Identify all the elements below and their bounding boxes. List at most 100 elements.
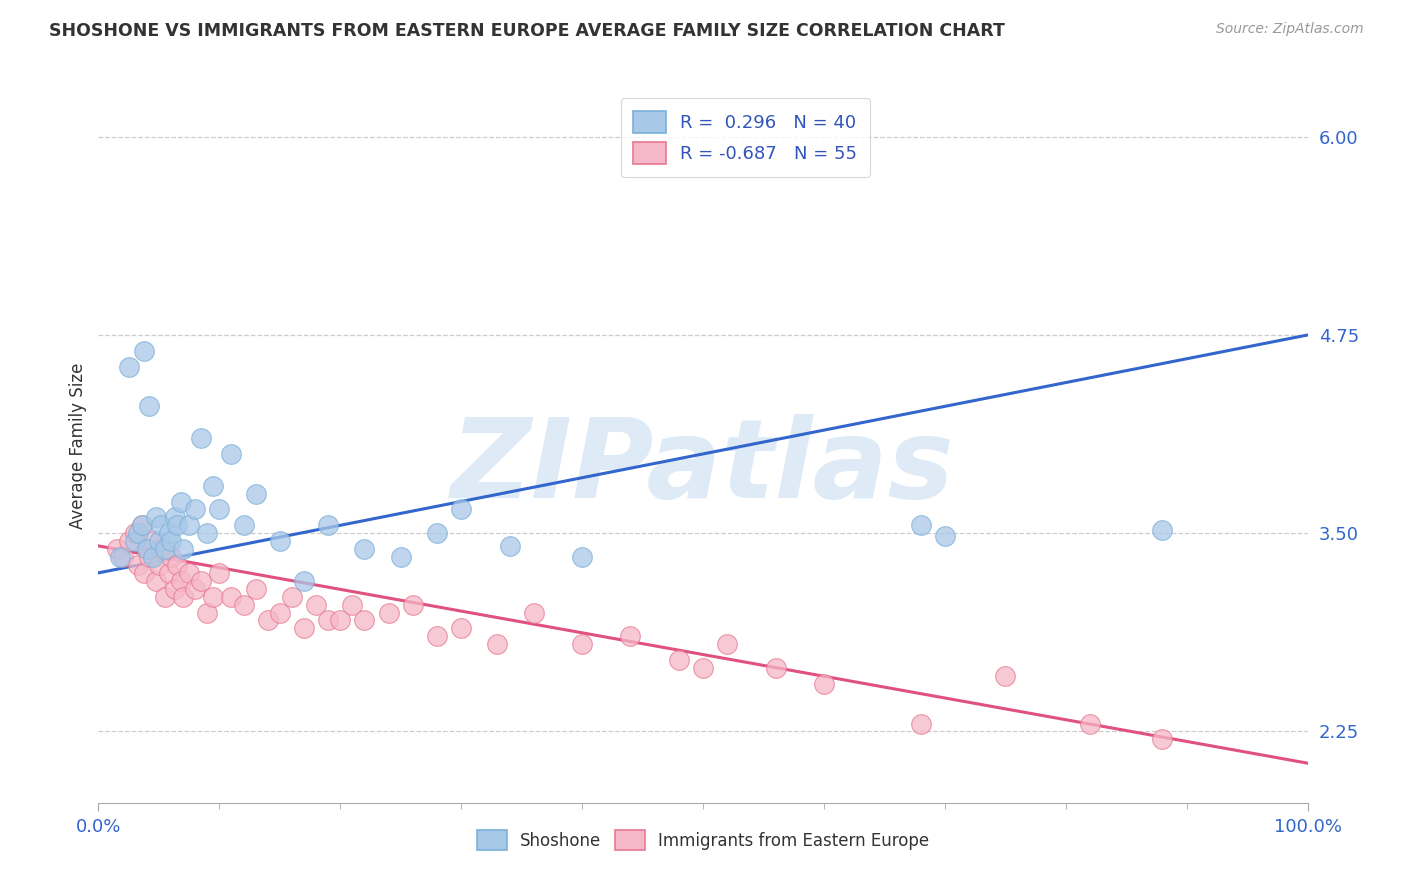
Point	[150, 518, 173, 533]
Point	[142, 534, 165, 549]
Point	[316, 614, 339, 628]
Point	[118, 359, 141, 374]
Point	[131, 518, 153, 533]
Point	[202, 478, 225, 492]
Point	[208, 566, 231, 580]
Point	[619, 629, 641, 643]
Point	[353, 542, 375, 557]
Point	[426, 629, 449, 643]
Point	[163, 582, 186, 596]
Point	[571, 637, 593, 651]
Point	[910, 518, 932, 533]
Point	[571, 549, 593, 564]
Point	[118, 534, 141, 549]
Point	[389, 549, 412, 564]
Point	[124, 534, 146, 549]
Point	[166, 518, 188, 533]
Point	[353, 614, 375, 628]
Legend: Shoshone, Immigrants from Eastern Europe: Shoshone, Immigrants from Eastern Europe	[468, 822, 938, 859]
Point	[135, 542, 157, 557]
Point	[145, 510, 167, 524]
Point	[377, 606, 399, 620]
Point	[668, 653, 690, 667]
Point	[134, 566, 156, 580]
Point	[148, 558, 170, 572]
Point	[269, 534, 291, 549]
Point	[342, 598, 364, 612]
Point	[256, 614, 278, 628]
Point	[160, 534, 183, 549]
Point	[142, 549, 165, 564]
Point	[111, 549, 134, 564]
Point	[994, 669, 1017, 683]
Point	[190, 431, 212, 445]
Point	[202, 590, 225, 604]
Point	[135, 542, 157, 557]
Point	[281, 590, 304, 604]
Point	[157, 566, 180, 580]
Point	[232, 518, 254, 533]
Point	[190, 574, 212, 588]
Text: Source: ZipAtlas.com: Source: ZipAtlas.com	[1216, 22, 1364, 37]
Point	[1152, 732, 1174, 747]
Point	[124, 526, 146, 541]
Point	[150, 542, 173, 557]
Text: ZIPatlas: ZIPatlas	[451, 414, 955, 521]
Point	[195, 606, 218, 620]
Point	[169, 574, 191, 588]
Point	[305, 598, 328, 612]
Point	[157, 526, 180, 541]
Point	[329, 614, 352, 628]
Point	[127, 558, 149, 572]
Point	[292, 574, 315, 588]
Point	[166, 558, 188, 572]
Point	[316, 518, 339, 533]
Point	[426, 526, 449, 541]
Point	[105, 542, 128, 557]
Y-axis label: Average Family Size: Average Family Size	[69, 363, 87, 529]
Point	[179, 566, 201, 580]
Point	[163, 510, 186, 524]
Point	[145, 574, 167, 588]
Point	[134, 343, 156, 358]
Point	[692, 661, 714, 675]
Point	[269, 606, 291, 620]
Point	[934, 529, 956, 543]
Point	[910, 716, 932, 731]
Point	[486, 637, 509, 651]
Point	[232, 598, 254, 612]
Point	[716, 637, 738, 651]
Point	[172, 542, 194, 557]
Point	[138, 400, 160, 414]
Point	[195, 526, 218, 541]
Point	[184, 502, 207, 516]
Point	[450, 621, 472, 635]
Point	[498, 539, 520, 553]
Point	[1152, 523, 1174, 537]
Point	[148, 534, 170, 549]
Point	[131, 518, 153, 533]
Point	[169, 494, 191, 508]
Point	[160, 549, 183, 564]
Point	[127, 526, 149, 541]
Point	[765, 661, 787, 675]
Point	[402, 598, 425, 612]
Point	[172, 590, 194, 604]
Point	[138, 549, 160, 564]
Point	[813, 677, 835, 691]
Point	[1078, 716, 1101, 731]
Point	[184, 582, 207, 596]
Point	[208, 502, 231, 516]
Point	[245, 486, 267, 500]
Point	[153, 590, 176, 604]
Point	[153, 542, 176, 557]
Point	[292, 621, 315, 635]
Point	[221, 447, 243, 461]
Text: SHOSHONE VS IMMIGRANTS FROM EASTERN EUROPE AVERAGE FAMILY SIZE CORRELATION CHART: SHOSHONE VS IMMIGRANTS FROM EASTERN EURO…	[49, 22, 1005, 40]
Point	[245, 582, 267, 596]
Point	[523, 606, 546, 620]
Point	[450, 502, 472, 516]
Point	[108, 549, 131, 564]
Point	[179, 518, 201, 533]
Point	[221, 590, 243, 604]
